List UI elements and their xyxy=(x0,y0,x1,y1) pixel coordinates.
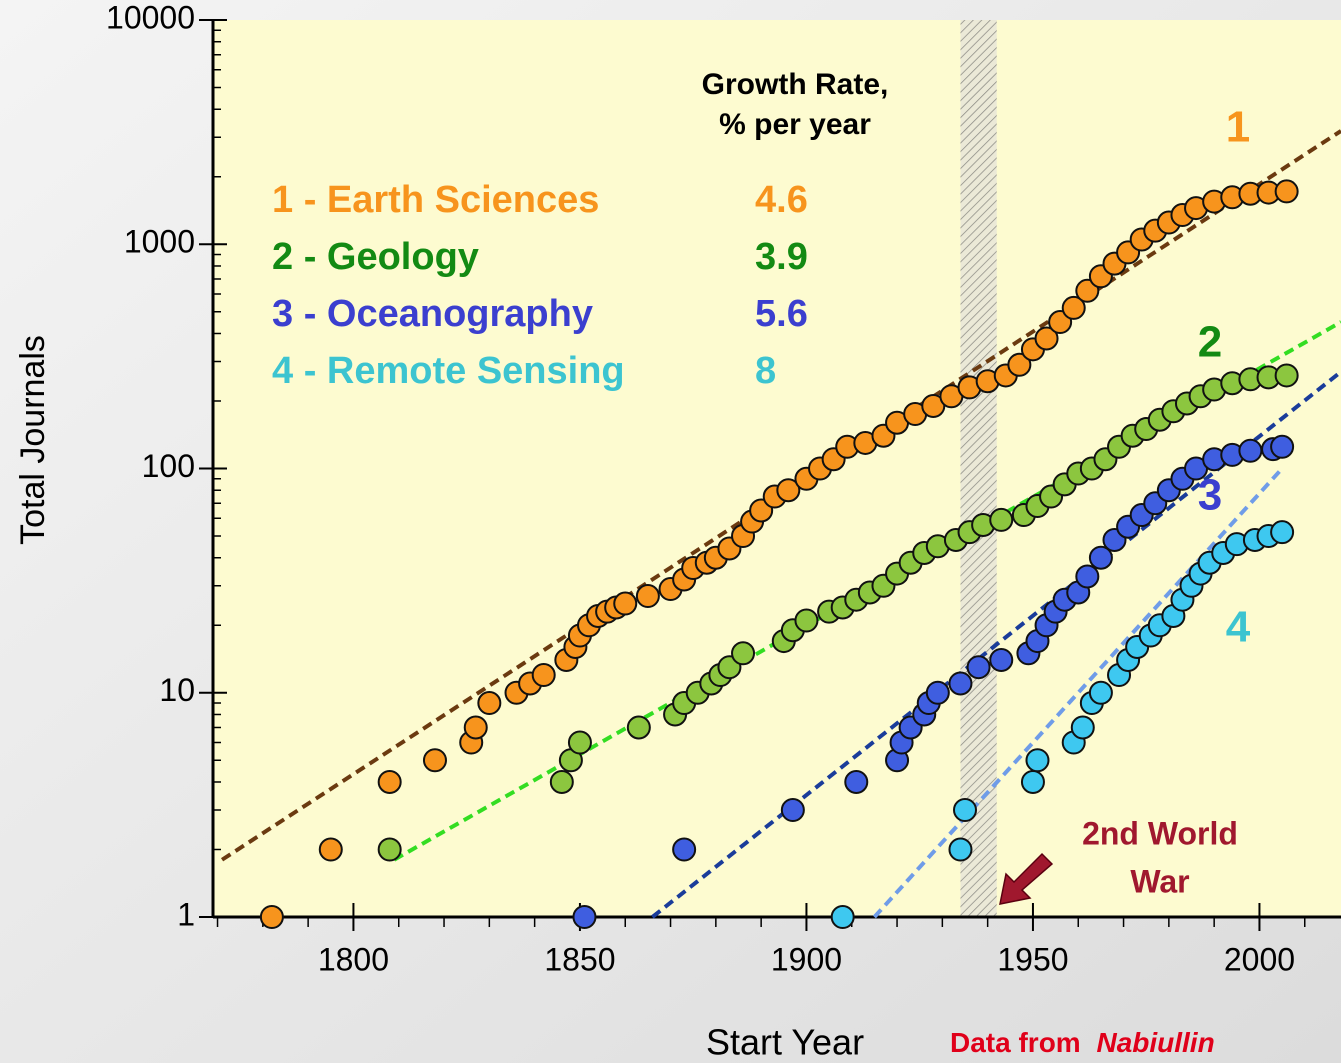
point xyxy=(613,591,638,616)
point xyxy=(780,798,805,823)
point xyxy=(989,507,1014,532)
point xyxy=(377,837,402,862)
y-tick-label: 100 xyxy=(142,448,195,484)
point xyxy=(572,905,597,929)
point xyxy=(794,608,819,633)
series xyxy=(572,434,1295,929)
point xyxy=(844,769,869,794)
point xyxy=(731,641,756,666)
legend-rate: 8 xyxy=(755,350,776,392)
point xyxy=(377,769,402,794)
point xyxy=(531,662,556,687)
point xyxy=(1061,295,1086,320)
legend-rate: 5.6 xyxy=(755,293,808,335)
point xyxy=(1088,545,1113,570)
war-band xyxy=(960,20,997,917)
point xyxy=(1238,438,1263,463)
legend-entry: 1 - Earth Sciences xyxy=(272,179,599,221)
x-tick-label: 1850 xyxy=(544,941,615,977)
point xyxy=(1075,564,1100,589)
trendline xyxy=(651,370,1341,919)
source-author: Nabiullin xyxy=(1096,1027,1214,1058)
point xyxy=(776,478,801,503)
point xyxy=(1075,278,1100,303)
series-tag: 3 xyxy=(1198,471,1222,520)
y-tick-label: 10000 xyxy=(106,0,195,35)
series xyxy=(830,520,1295,929)
legend-rate: 4.6 xyxy=(755,179,808,221)
point xyxy=(1270,520,1295,545)
point xyxy=(953,798,977,823)
point xyxy=(948,837,973,862)
y-tick-label: 1 xyxy=(177,896,195,932)
series-tag: 2 xyxy=(1198,318,1222,367)
point xyxy=(477,691,502,716)
point xyxy=(422,748,447,773)
point xyxy=(948,671,973,696)
legend-header: Growth Rate, xyxy=(702,68,889,101)
point xyxy=(1274,179,1299,204)
point xyxy=(921,393,946,418)
source-note: Data from Nabiullin xyxy=(950,1027,1215,1058)
legend-rate: 3.9 xyxy=(755,236,808,278)
point xyxy=(1070,715,1095,740)
point xyxy=(549,769,574,794)
y-axis-label: Total Journals xyxy=(14,335,52,545)
point xyxy=(318,837,343,862)
series-tag: 1 xyxy=(1226,103,1250,152)
point xyxy=(1034,326,1059,351)
point xyxy=(1088,680,1113,705)
trendline xyxy=(872,467,1284,919)
series-tag: 4 xyxy=(1226,603,1251,652)
legend-entry: 2 - Geology xyxy=(272,236,479,278)
point xyxy=(626,715,651,740)
annotation-arrow xyxy=(999,852,1054,905)
x-tick-label: 2000 xyxy=(1224,941,1295,977)
point xyxy=(830,905,855,929)
point xyxy=(567,730,592,755)
x-axis-label: Start Year xyxy=(706,1022,864,1063)
y-tick-label: 10 xyxy=(159,672,195,708)
point xyxy=(989,647,1014,672)
point xyxy=(1020,769,1045,794)
annotation: 2nd World xyxy=(1082,815,1238,851)
trendline xyxy=(220,129,1341,862)
point xyxy=(966,655,991,680)
x-tick-label: 1800 xyxy=(318,941,389,977)
point xyxy=(463,715,488,740)
point xyxy=(1274,363,1299,388)
point xyxy=(1025,748,1050,773)
point xyxy=(259,905,284,929)
series xyxy=(259,179,1299,929)
point xyxy=(672,837,697,862)
plot-area xyxy=(213,20,1341,917)
point xyxy=(635,584,660,609)
annotation: War xyxy=(1130,863,1189,899)
point xyxy=(1007,352,1032,377)
point xyxy=(1270,434,1295,459)
x-tick-label: 1950 xyxy=(997,941,1068,977)
legend-entry: 4 - Remote Sensing xyxy=(272,350,625,392)
y-tick-label: 1000 xyxy=(124,224,195,260)
point xyxy=(925,680,950,705)
series xyxy=(377,363,1299,862)
x-tick-label: 1900 xyxy=(771,941,842,977)
legend-entry: 3 - Oceanography xyxy=(272,293,593,335)
legend-header: % per year xyxy=(719,108,871,141)
source-prefix: Data from xyxy=(950,1027,1088,1058)
